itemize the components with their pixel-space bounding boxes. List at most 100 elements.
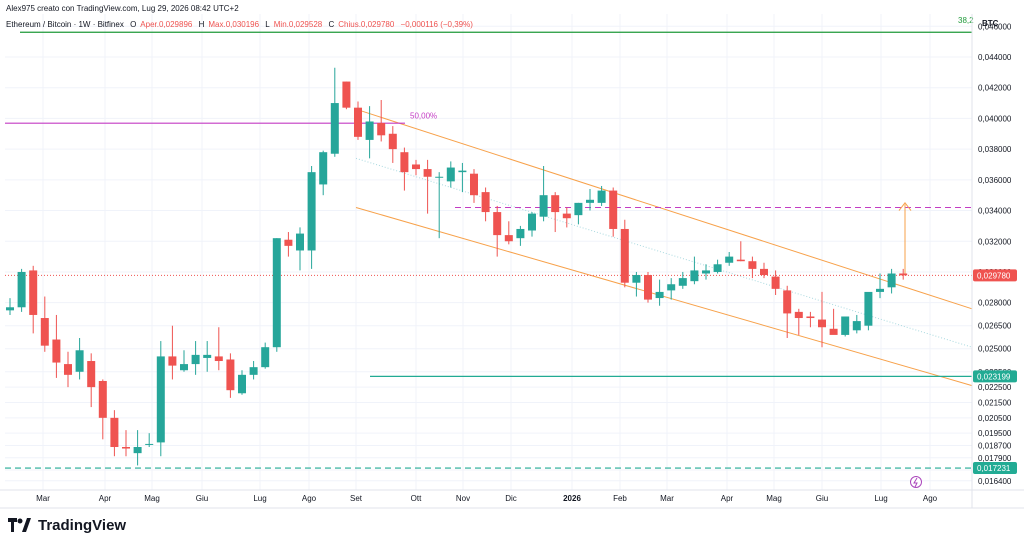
candle-body xyxy=(806,316,815,319)
candle xyxy=(238,370,246,395)
candle xyxy=(574,202,583,225)
candle xyxy=(783,285,792,338)
time-tick-label: Lug xyxy=(874,494,887,503)
candle-body xyxy=(899,273,908,276)
fib-382-label: 38,2 xyxy=(958,16,974,25)
candle xyxy=(249,361,258,380)
candle-body xyxy=(122,447,130,449)
candle-body xyxy=(713,264,722,272)
price-badge-label: 0,029780 xyxy=(977,271,1011,280)
candle-body xyxy=(272,238,281,348)
price-tick-label: 0,038000 xyxy=(978,145,1012,154)
candle xyxy=(400,147,409,191)
time-tick-label: Giu xyxy=(816,494,828,503)
price-tick-label: 0,040000 xyxy=(978,114,1012,123)
candle-body xyxy=(29,270,38,315)
candle xyxy=(354,101,362,140)
target-arrow-head xyxy=(898,202,912,211)
candle-body xyxy=(539,195,548,217)
candle-body xyxy=(655,291,664,299)
candle-body xyxy=(191,354,200,365)
author-line: Alex975 creato con TradingView.com, Lug … xyxy=(6,4,239,13)
price-tick-label: 0,046000 xyxy=(978,22,1012,31)
time-tick-label: Ago xyxy=(923,494,938,503)
time-tick-label: Apr xyxy=(99,494,112,503)
price-badge-bg xyxy=(973,370,1017,383)
price-tick-label: 0,018700 xyxy=(978,441,1012,450)
candle xyxy=(725,252,734,266)
candle-body xyxy=(852,321,861,331)
candle xyxy=(330,67,339,157)
candle xyxy=(423,159,432,214)
candle xyxy=(319,150,328,196)
time-tick-label: 2026 xyxy=(563,494,581,503)
candle-body xyxy=(551,195,560,213)
candle xyxy=(261,342,270,369)
candle xyxy=(667,278,676,300)
candle xyxy=(203,341,212,372)
candle-body xyxy=(342,81,351,108)
candle-body xyxy=(841,316,850,335)
time-tick-label: Apr xyxy=(721,494,734,503)
candle xyxy=(690,256,699,285)
candle-body xyxy=(388,133,397,150)
price-tick-label: 0,025000 xyxy=(978,345,1012,354)
price-badge-label: 0,023199 xyxy=(977,372,1011,381)
open-label: O xyxy=(130,20,137,29)
candle-body xyxy=(771,276,780,289)
candle-body xyxy=(377,123,386,136)
candle xyxy=(771,270,780,295)
time-tick-label: Feb xyxy=(613,494,627,503)
candle-body xyxy=(365,121,374,140)
candle xyxy=(818,291,826,348)
candle xyxy=(17,268,26,312)
candle xyxy=(87,353,96,408)
candle-body xyxy=(307,172,316,251)
candle xyxy=(458,162,467,193)
price-tick-label: 0,042000 xyxy=(978,84,1012,93)
candle-body xyxy=(330,103,339,154)
time-tick-label: Mag xyxy=(144,494,160,503)
ohlc-legend: Ethereum / Bitcoin · 1W · Bitfinex O Aper… xyxy=(6,20,477,29)
candle-body xyxy=(736,259,745,262)
candle-body xyxy=(168,356,177,366)
candle xyxy=(191,341,200,375)
price-tick-label: 0,019500 xyxy=(978,429,1012,438)
time-tick-label: Mar xyxy=(660,494,674,503)
candle xyxy=(40,296,49,352)
event-marker-icon xyxy=(910,476,922,488)
candle xyxy=(702,264,710,280)
price-tick-label: 0,044000 xyxy=(978,53,1012,62)
candle xyxy=(864,291,873,331)
candle xyxy=(736,241,745,262)
candle xyxy=(180,350,188,372)
close-value: Chius.0,029780 xyxy=(338,20,395,29)
candle xyxy=(156,341,165,457)
candle-body xyxy=(446,167,455,182)
candle xyxy=(678,271,687,289)
candle-body xyxy=(296,233,304,251)
candle-body xyxy=(644,275,652,300)
candle xyxy=(852,314,861,334)
candle xyxy=(6,298,14,315)
price-tick-label: 0,026500 xyxy=(978,322,1012,331)
candle xyxy=(307,166,316,269)
price-tick-label: 0,017900 xyxy=(978,454,1012,463)
tradingview-logo[interactable]: TradingView xyxy=(8,515,126,535)
candle xyxy=(365,106,374,159)
candle-body xyxy=(354,107,362,137)
candle xyxy=(133,430,142,466)
price-tick-label: 0,034000 xyxy=(978,207,1012,216)
candle xyxy=(481,187,490,222)
candle-body xyxy=(470,173,478,196)
price-tick-label: 0,036000 xyxy=(978,176,1012,185)
candle-body xyxy=(40,318,49,346)
candle-body xyxy=(17,271,26,308)
low-label: L xyxy=(265,20,270,29)
candle xyxy=(516,225,525,246)
candle xyxy=(64,351,72,388)
candle-body xyxy=(203,354,212,358)
candle-body xyxy=(516,228,525,239)
channel-lower-line xyxy=(355,206,973,387)
